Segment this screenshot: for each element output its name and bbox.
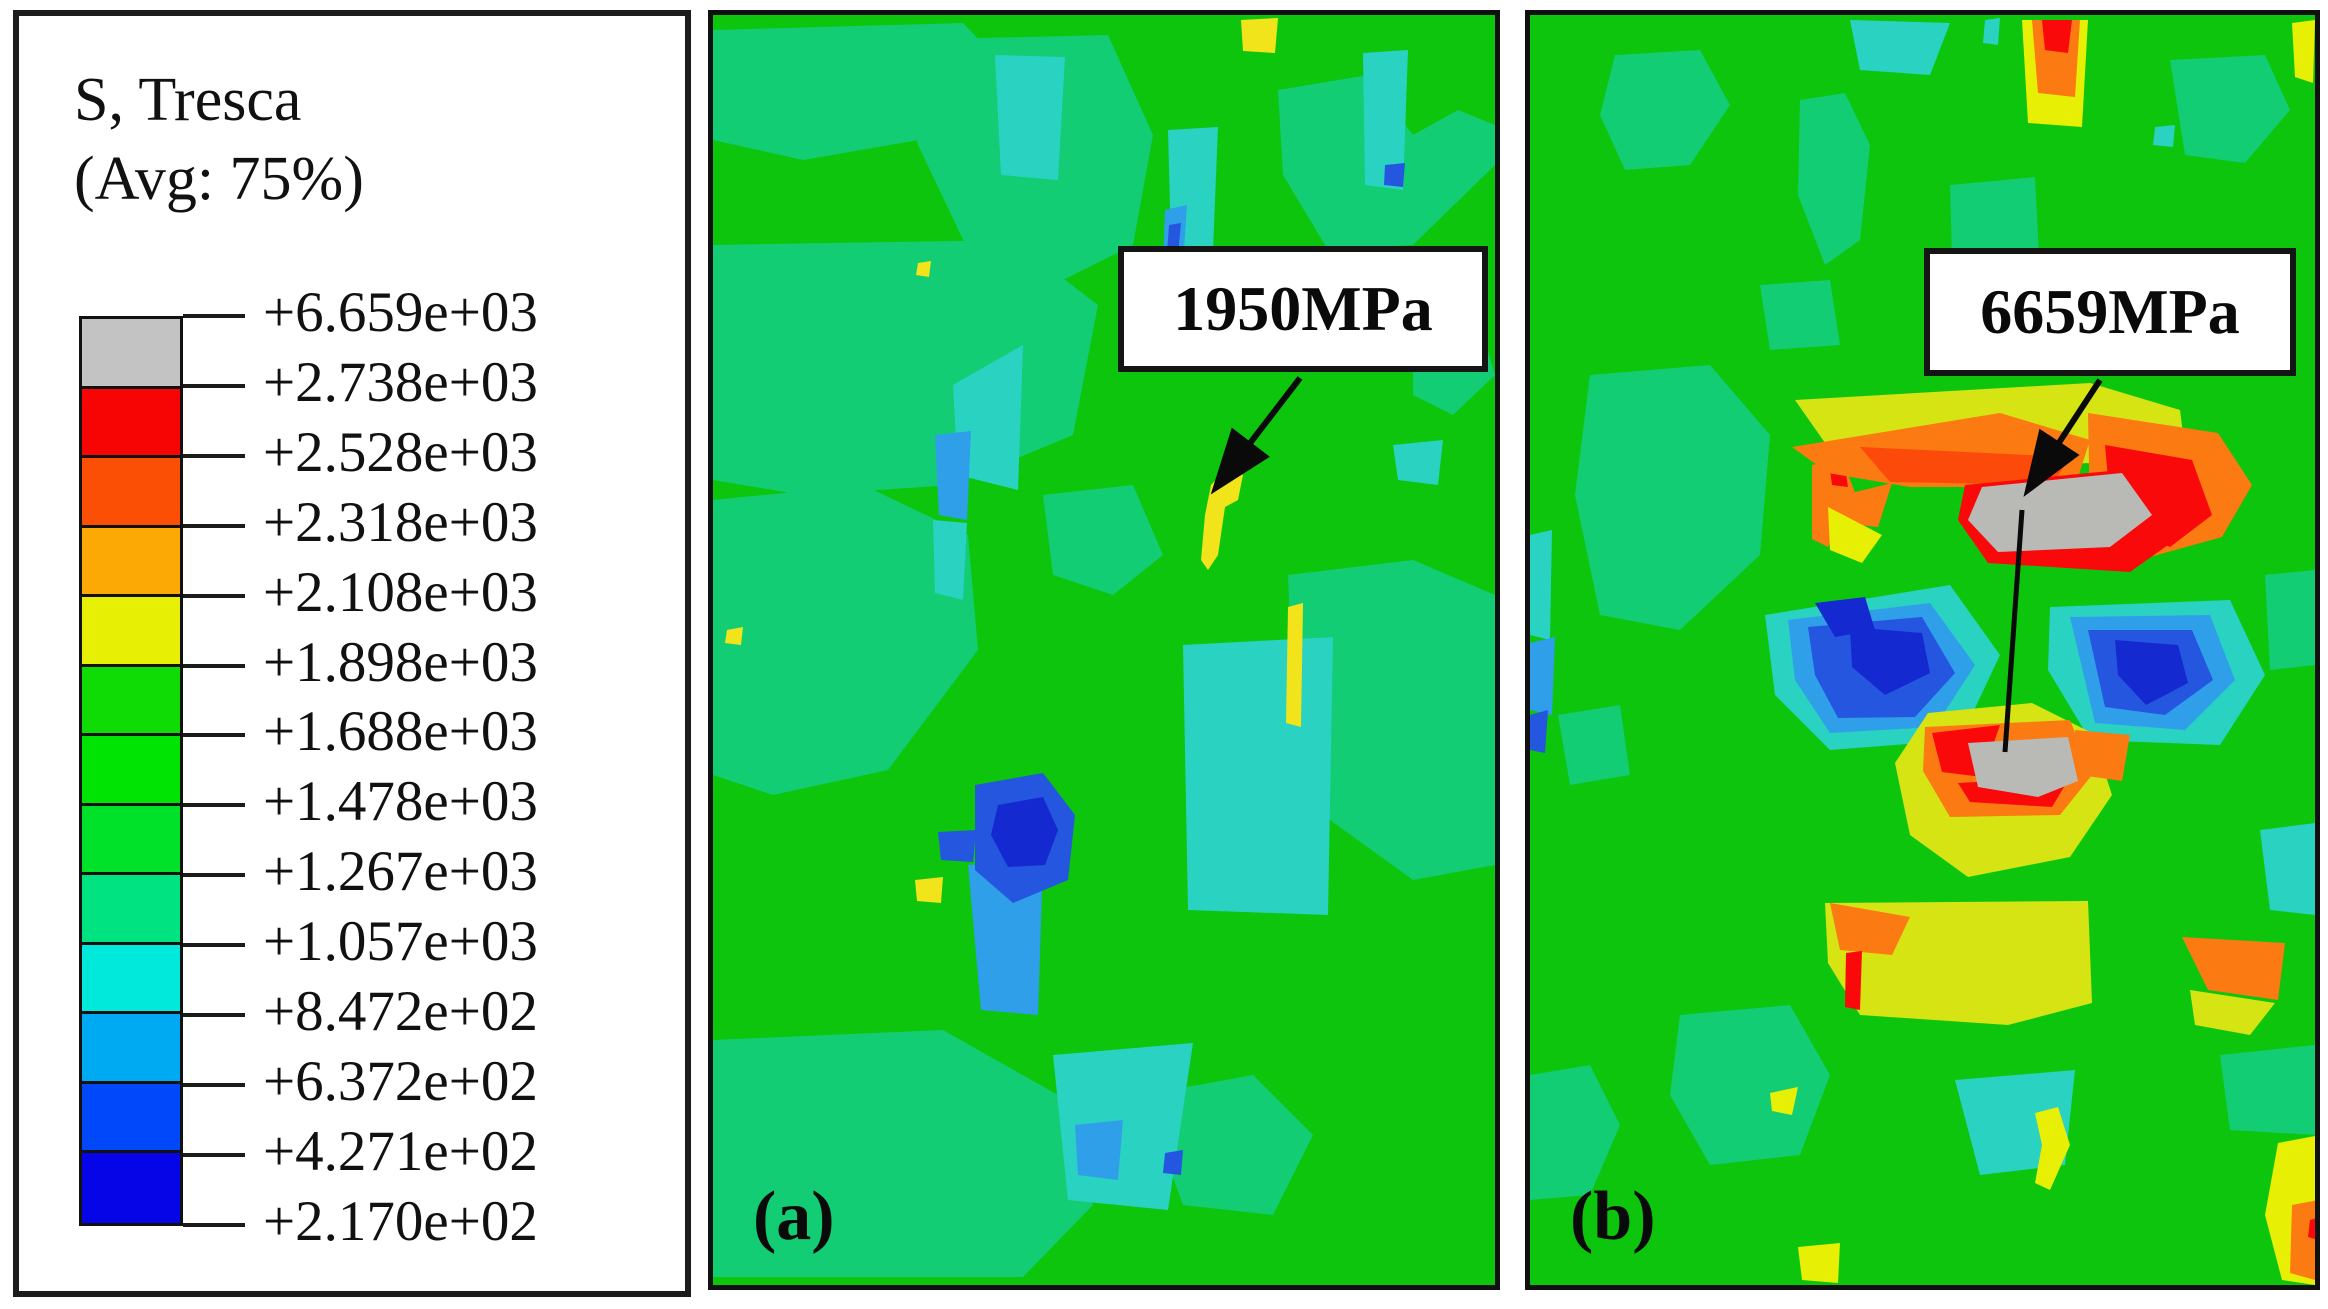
annotation-box-1950mpa: 1950MPa <box>1118 246 1488 372</box>
legend-tick-label: +6.659e+03 <box>263 281 538 344</box>
panel-a-darkblue-core <box>991 797 1058 867</box>
legend-tick-label: +1.057e+03 <box>263 910 538 974</box>
legend-tick-label: +1.898e+03 <box>263 630 538 694</box>
legend-tick-line <box>183 873 245 878</box>
annotation-box-6659mpa: 6659MPa <box>1924 248 2296 376</box>
legend-subtitle: (Avg: 75%) <box>74 145 364 214</box>
contour-plot-b <box>1530 15 2315 1285</box>
legend-colorbar <box>79 316 183 1226</box>
contour-panel-a: (a) <box>708 10 1500 1290</box>
legend-tick-label: +2.738e+03 <box>263 350 538 414</box>
legend-tick-line <box>183 943 245 948</box>
legend-tick-label: +2.108e+03 <box>263 560 538 624</box>
legend-tick-label: +2.318e+03 <box>263 490 538 554</box>
legend-tick-label: +8.472e+02 <box>263 980 538 1043</box>
legend-tick-line <box>183 663 245 668</box>
legend-tick-label: +1.478e+03 <box>263 770 538 834</box>
legend-tick-line <box>183 733 245 738</box>
legend-color-band <box>82 388 180 458</box>
legend-color-band <box>82 1083 180 1153</box>
legend-tick-label: +1.688e+03 <box>263 700 538 764</box>
legend-color-band <box>82 1014 180 1084</box>
panel-a-annotation-arrow <box>1210 376 1303 495</box>
annotation-text-a: 1950MPa <box>1173 273 1433 344</box>
legend-color-band <box>82 805 180 875</box>
legend-tick-label: +2.170e+02 <box>263 1189 538 1253</box>
legend-tick-line <box>183 383 245 388</box>
legend-color-band <box>82 1153 180 1223</box>
panel-b-crack-line <box>2002 509 2025 753</box>
panel-b-yellow-band <box>1825 901 2285 1035</box>
panel-b-max-stress-grey-blob <box>1968 473 2152 552</box>
legend-color-band <box>82 458 180 528</box>
annotation-text-b: 6659MPa <box>1980 276 2240 347</box>
panel-b-bottom-features <box>1770 1087 2315 1285</box>
legend-color-band <box>82 944 180 1014</box>
legend-tick-line <box>183 1082 245 1087</box>
legend-tick-label: +4.271e+02 <box>263 1119 538 1183</box>
stress-legend-panel: S, Tresca (Avg: 75%) +6.659e+03 +2.738e+0… <box>13 10 691 1297</box>
legend-title-block: S, Tresca (Avg: 75%) <box>74 61 364 220</box>
legend-color-band <box>82 597 180 667</box>
legend-tick-line <box>183 1152 245 1157</box>
panel-b-lower-grey-blob <box>1968 737 2078 797</box>
panel-b-max-stress-hotspot <box>1792 383 2252 572</box>
panel-a-seagreen-regions <box>713 23 1495 1277</box>
panel-b-darkblue-cores <box>1815 597 2188 705</box>
legend-color-band <box>82 319 180 389</box>
legend-tick-line <box>183 1222 245 1227</box>
panel-b-annotation-arrow <box>2002 378 2103 753</box>
legend-color-band <box>82 875 180 945</box>
legend-tick-line <box>183 453 245 458</box>
legend-tick-line <box>183 523 245 528</box>
legend-tick-line <box>183 1013 245 1017</box>
legend-tick-line <box>183 314 245 318</box>
contour-panel-b: (b) <box>1525 10 2320 1290</box>
contour-plot-a <box>713 15 1495 1285</box>
legend-ticks: +6.659e+03 +2.738e+03 +2.528e+03 +2.318e+03… <box>183 281 653 1253</box>
panel-b-seagreen-regions <box>1530 50 2315 1200</box>
panel-b-lower-hotspot <box>1895 703 2130 877</box>
legend-color-band <box>82 527 180 597</box>
legend-tick-line <box>183 803 245 808</box>
panel-a-lightblue-regions <box>935 205 1187 1180</box>
legend-tick-label: +6.372e+02 <box>263 1049 538 1113</box>
legend-color-band <box>82 666 180 736</box>
legend-tick-label: +1.267e+03 <box>263 840 538 904</box>
legend-tick-label: +2.528e+03 <box>263 420 538 484</box>
panel-a-label: (a) <box>753 1178 835 1255</box>
legend-color-band <box>82 736 180 806</box>
legend-tick-line <box>183 593 245 598</box>
panel-b-label: (b) <box>1570 1178 1656 1255</box>
legend-title: S, Tresca <box>74 66 302 134</box>
